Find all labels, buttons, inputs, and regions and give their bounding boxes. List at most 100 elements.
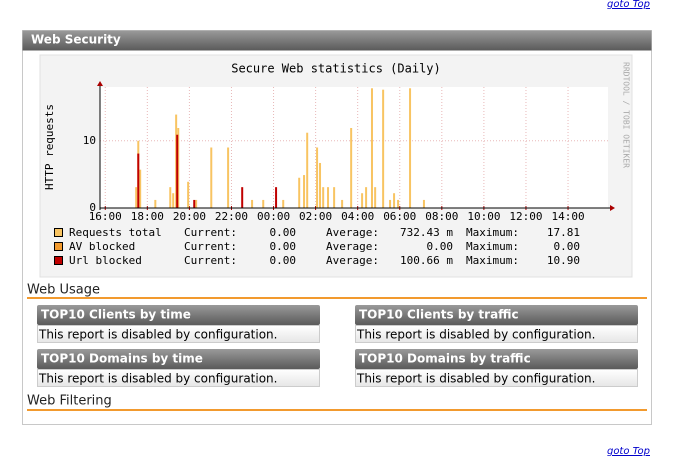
bar: [350, 128, 353, 208]
x-tick-label: 12:00: [509, 210, 542, 223]
y-arrow: [97, 81, 103, 86]
bar: [327, 187, 330, 208]
bar: [175, 114, 178, 208]
goto-top-link[interactable]: goto Top: [607, 0, 650, 10]
legend-label: Url blocked: [69, 254, 142, 267]
stat-value: 10.90: [547, 254, 580, 267]
bar: [227, 147, 230, 208]
bar: [210, 147, 213, 208]
report-header: [37, 305, 320, 325]
bar: [382, 89, 385, 208]
report-message: This report is disabled by configuration…: [356, 328, 595, 342]
bar: [389, 199, 392, 208]
report-title: TOP10 Clients by time: [41, 308, 191, 322]
bar: [241, 187, 244, 208]
panel-header: [22, 30, 652, 51]
stat-value: 0.00: [554, 240, 581, 253]
x-tick-label: 16:00: [89, 210, 122, 223]
legend-swatch: [54, 242, 63, 251]
bar: [169, 187, 172, 208]
bar: [137, 153, 140, 208]
stat-label: Average:: [326, 254, 379, 267]
bar: [193, 199, 196, 208]
report-header: [355, 349, 638, 369]
bar: [275, 187, 278, 208]
bar: [303, 175, 306, 208]
bar: [306, 132, 309, 208]
report-message: This report is disabled by configuration…: [356, 372, 595, 386]
stat-label: Maximum:: [466, 240, 519, 253]
bar: [316, 147, 319, 208]
x-tick-label: 00:00: [257, 210, 290, 223]
bar: [319, 162, 322, 208]
report-body: [355, 369, 638, 387]
stat-value: 0.00: [270, 240, 297, 253]
x-tick-label: 22:00: [215, 210, 248, 223]
bar: [341, 199, 344, 208]
bar: [154, 199, 157, 208]
bar: [187, 181, 190, 208]
bar: [333, 187, 336, 208]
stat-value: 100.66 m: [400, 254, 453, 267]
report-title: TOP10 Domains by time: [41, 352, 203, 366]
bar: [409, 88, 412, 208]
bar: [361, 193, 364, 208]
bar: [397, 199, 400, 208]
x-tick-label: 18:00: [131, 210, 164, 223]
stat-value: 732.43 m: [400, 226, 453, 239]
y-axis-label: HTTP requests: [43, 104, 56, 190]
bar: [262, 199, 265, 208]
stat-label: Average:: [326, 226, 379, 239]
stat-label: Current:: [184, 240, 237, 253]
report-body: [355, 325, 638, 343]
report-body: [37, 369, 320, 387]
report-body: [37, 325, 320, 343]
bar: [322, 187, 325, 208]
legend-swatch: [54, 256, 63, 265]
report-header: [355, 305, 638, 325]
watermark: RRDTOOL / TOBI OETIKER: [622, 62, 631, 168]
stat-value: 0.00: [270, 254, 297, 267]
stat-label: Maximum:: [466, 226, 519, 239]
legend-label: AV blocked: [69, 240, 135, 253]
bar: [365, 187, 368, 208]
x-tick-label: 04:00: [341, 210, 374, 223]
goto-top-link[interactable]: goto Top: [607, 446, 650, 457]
bar: [282, 199, 285, 208]
report-message: This report is disabled by configuration…: [38, 372, 277, 386]
stat-value: 17.81: [547, 226, 580, 239]
stat-value: 0.00: [270, 226, 297, 239]
x-arrow: [610, 205, 615, 211]
graph-title: Secure Web statistics (Daily): [231, 62, 441, 76]
x-tick-label: 08:00: [425, 210, 458, 223]
panel-title: Web Security: [31, 33, 121, 47]
bar: [177, 128, 180, 208]
report-message: This report is disabled by configuration…: [38, 328, 277, 342]
bar: [139, 169, 142, 208]
legend: Requests total Current: 0.00 Average: 732.43…: [54, 226, 581, 267]
reports: TOP10 Clients by time This report is disa…: [37, 305, 638, 387]
bar: [374, 187, 377, 208]
section-title: Web Usage: [27, 283, 100, 298]
y-tick-label: 10: [83, 134, 96, 147]
x-tick-label: 02:00: [299, 210, 332, 223]
bar: [422, 199, 425, 208]
plot-area: [100, 87, 608, 208]
x-tick-label: 10:00: [467, 210, 500, 223]
stat-label: Current:: [184, 254, 237, 267]
section-title: Web Filtering: [27, 394, 112, 409]
bar: [195, 199, 198, 208]
stat-label: Current:: [184, 226, 237, 239]
bar: [251, 199, 254, 208]
bar: [135, 187, 138, 208]
stat-label: Average:: [326, 240, 379, 253]
legend-label: Requests total: [69, 226, 162, 239]
x-tick-label: 20:00: [173, 210, 206, 223]
report-title: TOP10 Domains by traffic: [359, 352, 531, 366]
report-title: TOP10 Clients by traffic: [359, 308, 519, 322]
bars: [135, 88, 425, 208]
bar: [176, 134, 179, 208]
bar: [393, 193, 396, 208]
